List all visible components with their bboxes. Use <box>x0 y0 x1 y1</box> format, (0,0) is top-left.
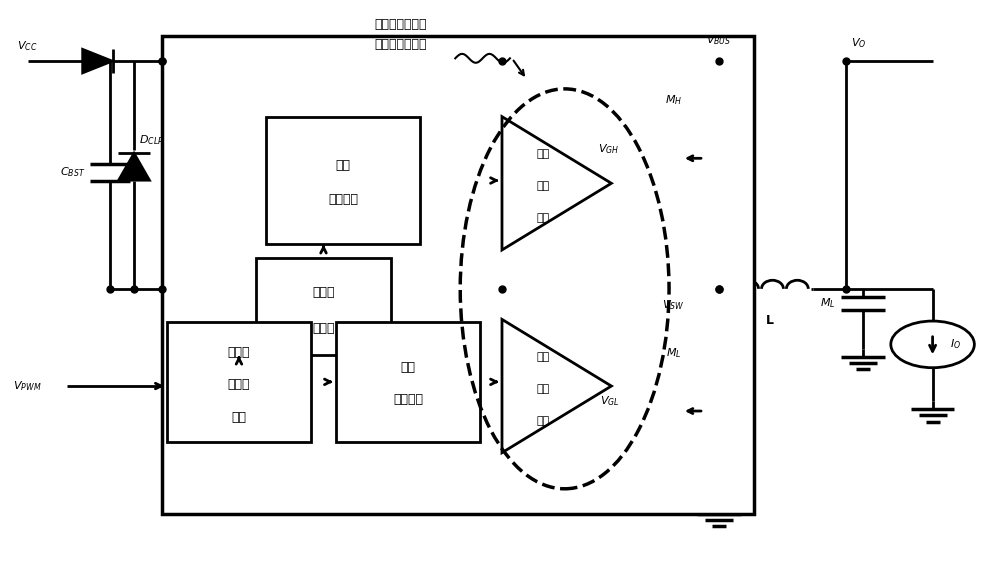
Text: L: L <box>766 314 774 327</box>
Text: 输入逻: 输入逻 <box>228 346 250 358</box>
Text: $V_{CC}$: $V_{CC}$ <box>17 39 38 53</box>
Bar <box>167 322 311 442</box>
Bar <box>336 322 480 442</box>
Text: 高侧: 高侧 <box>537 149 550 159</box>
Text: 驱动: 驱动 <box>537 181 550 191</box>
Text: 驱动: 驱动 <box>537 384 550 394</box>
Text: $M_L$: $M_L$ <box>666 346 682 360</box>
Polygon shape <box>82 49 113 73</box>
Text: 驱动芯片输出级: 驱动芯片输出级 <box>374 38 427 51</box>
Text: $M_H$: $M_H$ <box>665 93 683 107</box>
Text: $V_{PWM}$: $V_{PWM}$ <box>13 379 42 393</box>
Text: $M_L$: $M_L$ <box>820 297 835 310</box>
Text: 本专利所涉及的: 本专利所涉及的 <box>374 19 427 31</box>
Text: 控制电路: 控制电路 <box>393 393 423 406</box>
Text: $V_{GH}$: $V_{GH}$ <box>598 142 619 155</box>
Bar <box>266 117 420 245</box>
Text: $D_{CLP}$: $D_{CLP}$ <box>139 134 164 147</box>
Text: $V_{SW}$: $V_{SW}$ <box>662 298 684 312</box>
Text: 低侧: 低侧 <box>401 361 416 374</box>
Text: $C_{BST}$: $C_{BST}$ <box>60 165 85 179</box>
Text: 电平移: 电平移 <box>312 286 335 299</box>
Text: 位电路: 位电路 <box>312 322 335 335</box>
Bar <box>162 36 754 514</box>
Text: 控制电路: 控制电路 <box>328 193 358 206</box>
Text: $V_{GL}$: $V_{GL}$ <box>600 394 619 408</box>
Text: $I_O$: $I_O$ <box>950 338 962 351</box>
Text: 电路: 电路 <box>537 416 550 426</box>
Text: 辑处理: 辑处理 <box>228 378 250 391</box>
Text: $V_{BUS}$: $V_{BUS}$ <box>706 34 731 47</box>
Text: 低侧: 低侧 <box>537 352 550 362</box>
Bar <box>256 258 391 356</box>
Text: 电路: 电路 <box>537 213 550 223</box>
Polygon shape <box>118 153 150 181</box>
Text: 电路: 电路 <box>231 411 246 424</box>
Text: 高侧: 高侧 <box>336 159 351 172</box>
Text: $V_O$: $V_O$ <box>851 36 866 50</box>
